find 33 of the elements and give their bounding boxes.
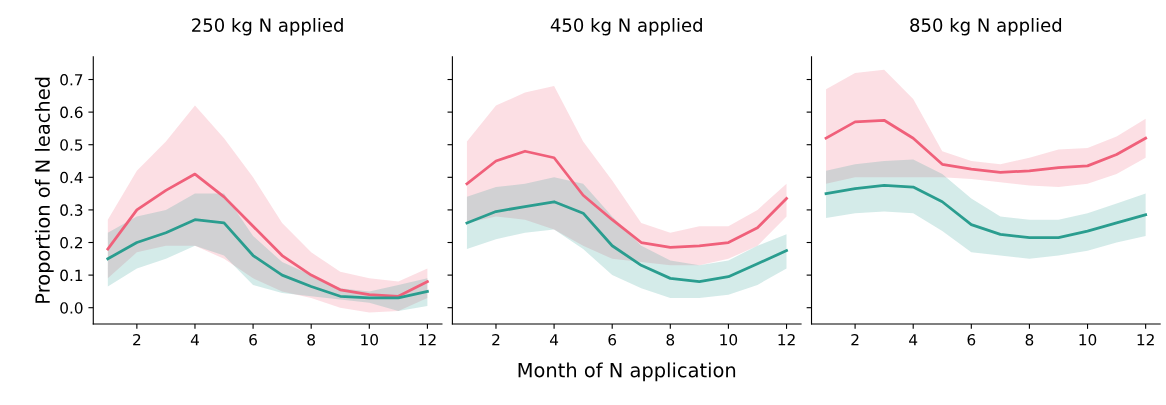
y-tick-label: 0.7: [60, 73, 83, 86]
line-series: [106, 218, 429, 300]
y-tick-label: 0.4: [60, 171, 83, 184]
x-tick-label: 4: [190, 334, 199, 346]
y-tick-label: 0.3: [60, 204, 83, 216]
y-tick-label: 0.6: [60, 106, 83, 119]
x-tick-label: 12: [419, 333, 436, 346]
x-tick-label: 12: [778, 333, 795, 346]
x-tick-label: 8: [1025, 333, 1034, 346]
y-axis-title: Proportion of N leached: [34, 77, 54, 303]
x-tick-label: 8: [307, 333, 316, 346]
y-tick-label: 0.1: [60, 269, 83, 282]
x-tick-label: 2: [492, 333, 500, 346]
y-tick-label: 0.5: [60, 139, 83, 151]
x-tick-label: 6: [967, 333, 976, 346]
x-tick-label: 10: [361, 333, 379, 346]
x-axis-title: Month of N application: [518, 362, 736, 382]
line-series: [106, 172, 429, 298]
x-tick-label: 2: [133, 333, 141, 346]
chart-title: 450 kg N applied: [550, 17, 702, 36]
x-tick-label: 4: [549, 334, 559, 346]
y-tick-label: 0.2: [60, 236, 83, 249]
x-tick-label: 2: [851, 333, 859, 346]
x-tick-label: 6: [608, 333, 617, 346]
x-tick-label: 4: [909, 334, 918, 346]
chart-title: 250 kg N applied: [192, 17, 343, 36]
chart-title: 850 kg N applied: [910, 17, 1062, 36]
x-tick-label: 8: [666, 333, 675, 346]
x-tick-label: 10: [1079, 333, 1097, 346]
x-tick-label: 6: [249, 333, 257, 346]
y-tick-label: 0.0: [60, 302, 83, 314]
x-tick-label: 12: [1137, 333, 1154, 346]
x-tick-label: 10: [720, 333, 738, 346]
